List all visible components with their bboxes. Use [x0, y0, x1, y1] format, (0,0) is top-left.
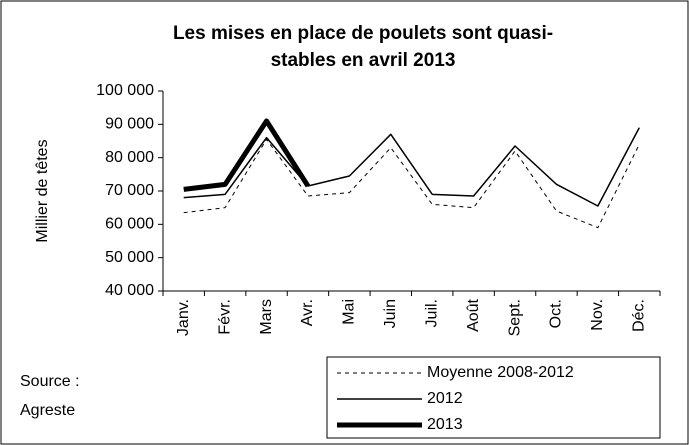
- y-tick-label: 80 000: [105, 149, 154, 166]
- series-line: [183, 127, 640, 207]
- source: Agreste: [20, 402, 75, 419]
- y-axis-label: Millier de têtes: [34, 139, 51, 242]
- x-tick-label: Oct.: [548, 299, 565, 328]
- x-tick-label: Janv.: [175, 299, 192, 336]
- x-tick-label: Févr.: [216, 299, 233, 335]
- chart-title: Les mises en place de poulets sont quasi…: [173, 23, 553, 44]
- series-line: [183, 118, 311, 192]
- source: Source :: [20, 373, 80, 390]
- legend-label: Moyenne 2008-2012: [427, 364, 574, 381]
- x-tick-label: Août: [465, 298, 482, 331]
- x-tick-label: Mai: [341, 299, 358, 325]
- legend-label: 2013: [427, 416, 463, 433]
- y-tick-label: 70 000: [105, 182, 154, 199]
- x-tick-label: Juil.: [423, 299, 440, 327]
- y-tick-label: 60 000: [105, 216, 154, 233]
- x-tick-label: Mars: [258, 299, 275, 335]
- x-tick-label: Juin: [382, 299, 399, 328]
- chart-title: stables en avril 2013: [271, 50, 456, 71]
- x-tick-label: Déc.: [631, 299, 648, 332]
- y-tick-label: 90 000: [105, 116, 154, 133]
- x-tick-label: Avr.: [299, 299, 316, 326]
- y-tick-label: 100 000: [96, 82, 154, 99]
- x-tick-label: Sept.: [506, 299, 523, 336]
- x-tick-label: Nov.: [589, 299, 606, 331]
- series-line: [183, 138, 640, 229]
- y-tick-label: 40 000: [105, 282, 154, 299]
- y-tick-label: 50 000: [105, 249, 154, 266]
- legend-label: 2012: [427, 390, 463, 407]
